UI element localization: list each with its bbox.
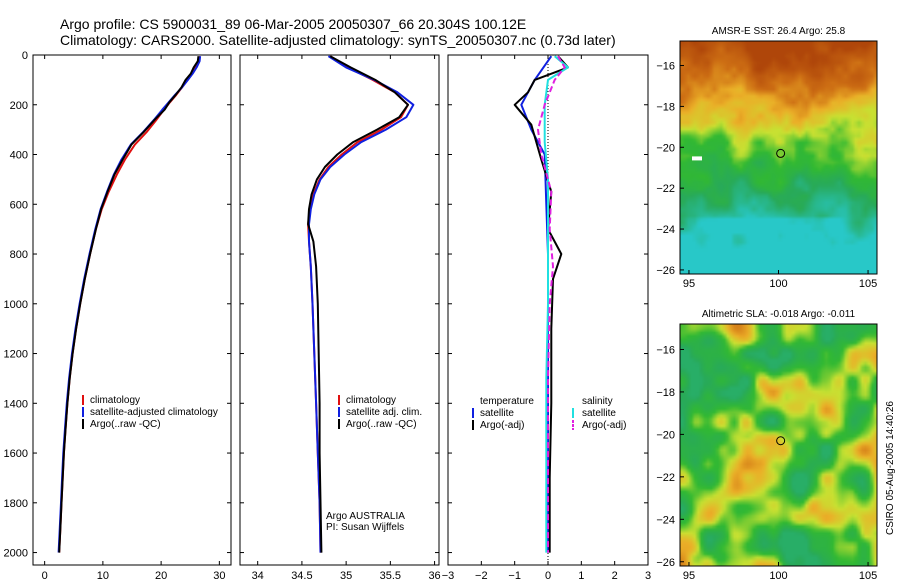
legend-group-title: salinity	[582, 396, 613, 407]
x-tick-label: 35	[340, 570, 352, 580]
series-line-1	[308, 55, 415, 553]
legend-label: satellite	[582, 408, 616, 419]
y-tick-label: −18	[656, 101, 675, 113]
header-line1: Argo profile: CS 5900031_89 06-Mar-2005 …	[60, 16, 526, 32]
x-tick-label: 34.5	[291, 570, 312, 580]
sst-map-panel: AMSR-E SST: 26.4 Argo: 25.8 95 100 105 −16 −1…	[656, 26, 878, 290]
sst-field	[680, 41, 877, 274]
y-tick-label: −24	[656, 514, 675, 526]
x-tick-label: 0	[545, 570, 551, 580]
legend-label: Argo(-adj)	[480, 420, 524, 431]
legend-group-title: temperature	[480, 396, 534, 407]
y-tick-label: 1600	[4, 448, 28, 460]
map-title: AMSR-E SST: 26.4 Argo: 25.8	[712, 26, 846, 37]
series-line-2	[543, 55, 569, 553]
legend-label: satellite-adjusted climatology	[90, 407, 218, 418]
side-label: CSIRO 05-Aug-2005 14:40:26	[885, 401, 896, 535]
y-tick-label: −16	[656, 344, 675, 356]
y-tick-label: −16	[656, 61, 675, 73]
profile-panel-2: −3−2−10123difference from climatologytem…	[442, 54, 651, 580]
profile-panel-0: 0 10 20 30 0 200 400 600 800 1000 1200 1400 1600 1800…	[4, 50, 232, 580]
y-tick-label: −22	[656, 472, 675, 484]
sla-field	[680, 324, 877, 566]
legend-label: climatology	[346, 395, 396, 406]
x-tick-label: 2	[612, 570, 618, 580]
series-line-1	[513, 55, 569, 553]
annotation-text: Argo AUSTRALIA	[326, 511, 405, 522]
y-tick-label: 0	[22, 50, 28, 62]
x-tick-label: 0	[42, 570, 48, 580]
legend-label: satellite adj. clim.	[346, 407, 422, 418]
x-tick-label: 3	[645, 570, 651, 580]
header-line2: Climatology: CARS2000. Satellite-adjuste…	[60, 32, 616, 48]
y-tick-label: 1400	[4, 398, 28, 410]
x-tick-label: 34	[252, 570, 264, 580]
y-tick-label: 200	[10, 100, 28, 112]
y-tick-label: −18	[656, 387, 675, 399]
legend-label: climatology	[90, 395, 140, 406]
y-tick-label: 400	[10, 150, 28, 162]
x-tick-label: −1	[508, 570, 521, 580]
legend-label: Argo(..raw -QC)	[346, 419, 417, 430]
profile-panel-1: 3434.53535.536salinityclimatologysatelli…	[239, 54, 441, 580]
y-tick-label: 800	[10, 249, 28, 261]
map-title: Altimetric SLA: -0.018 Argo: -0.011	[702, 309, 856, 320]
x-tick-label: 100	[769, 570, 787, 580]
x-tick-label: 105	[859, 570, 877, 580]
x-tick-label: 95	[683, 570, 695, 580]
x-tick-label: 100	[769, 278, 787, 290]
y-tick-label: −24	[656, 224, 675, 236]
x-tick-label: 10	[97, 570, 109, 580]
annotation-text: PI: Susan Wijffels	[326, 522, 404, 533]
x-tick-label: 20	[155, 570, 167, 580]
legend-label: satellite	[480, 408, 514, 419]
x-tick-label: 35.5	[380, 570, 401, 580]
y-tick-label: 600	[10, 199, 28, 211]
series-line-3	[537, 55, 566, 553]
y-tick-label: −20	[656, 142, 675, 154]
legend-label: Argo(-adj)	[582, 420, 626, 431]
y-tick-label: −22	[656, 183, 675, 195]
y-tick-label: 1000	[4, 299, 28, 311]
float-position-marker	[776, 148, 786, 158]
series-line-0	[307, 55, 409, 553]
legend-label: Argo(..raw -QC)	[90, 419, 161, 430]
y-tick-label: −26	[656, 265, 675, 277]
plot-frame	[32, 54, 232, 566]
missing-data-patch	[692, 156, 702, 161]
x-tick-label: 30	[213, 570, 225, 580]
series-line-2	[307, 55, 409, 553]
y-tick-label: 1800	[4, 498, 28, 510]
plot-frame	[239, 54, 440, 566]
x-tick-label: 1	[578, 570, 584, 580]
x-tick-label: 95	[683, 278, 695, 290]
x-tick-label: 36	[428, 570, 440, 580]
series-line-2	[58, 56, 200, 553]
float-position-marker	[776, 436, 786, 446]
x-tick-label: −3	[442, 570, 455, 580]
y-tick-label: −20	[656, 429, 675, 441]
sla-map-panel: Altimetric SLA: -0.018 Argo: -0.011 95 100…	[656, 309, 878, 580]
y-tick-label: −26	[656, 557, 675, 569]
y-tick-label: 2000	[4, 548, 28, 560]
x-tick-label: 105	[859, 278, 877, 290]
x-tick-label: −2	[475, 570, 488, 580]
y-tick-label: 1200	[4, 349, 28, 361]
